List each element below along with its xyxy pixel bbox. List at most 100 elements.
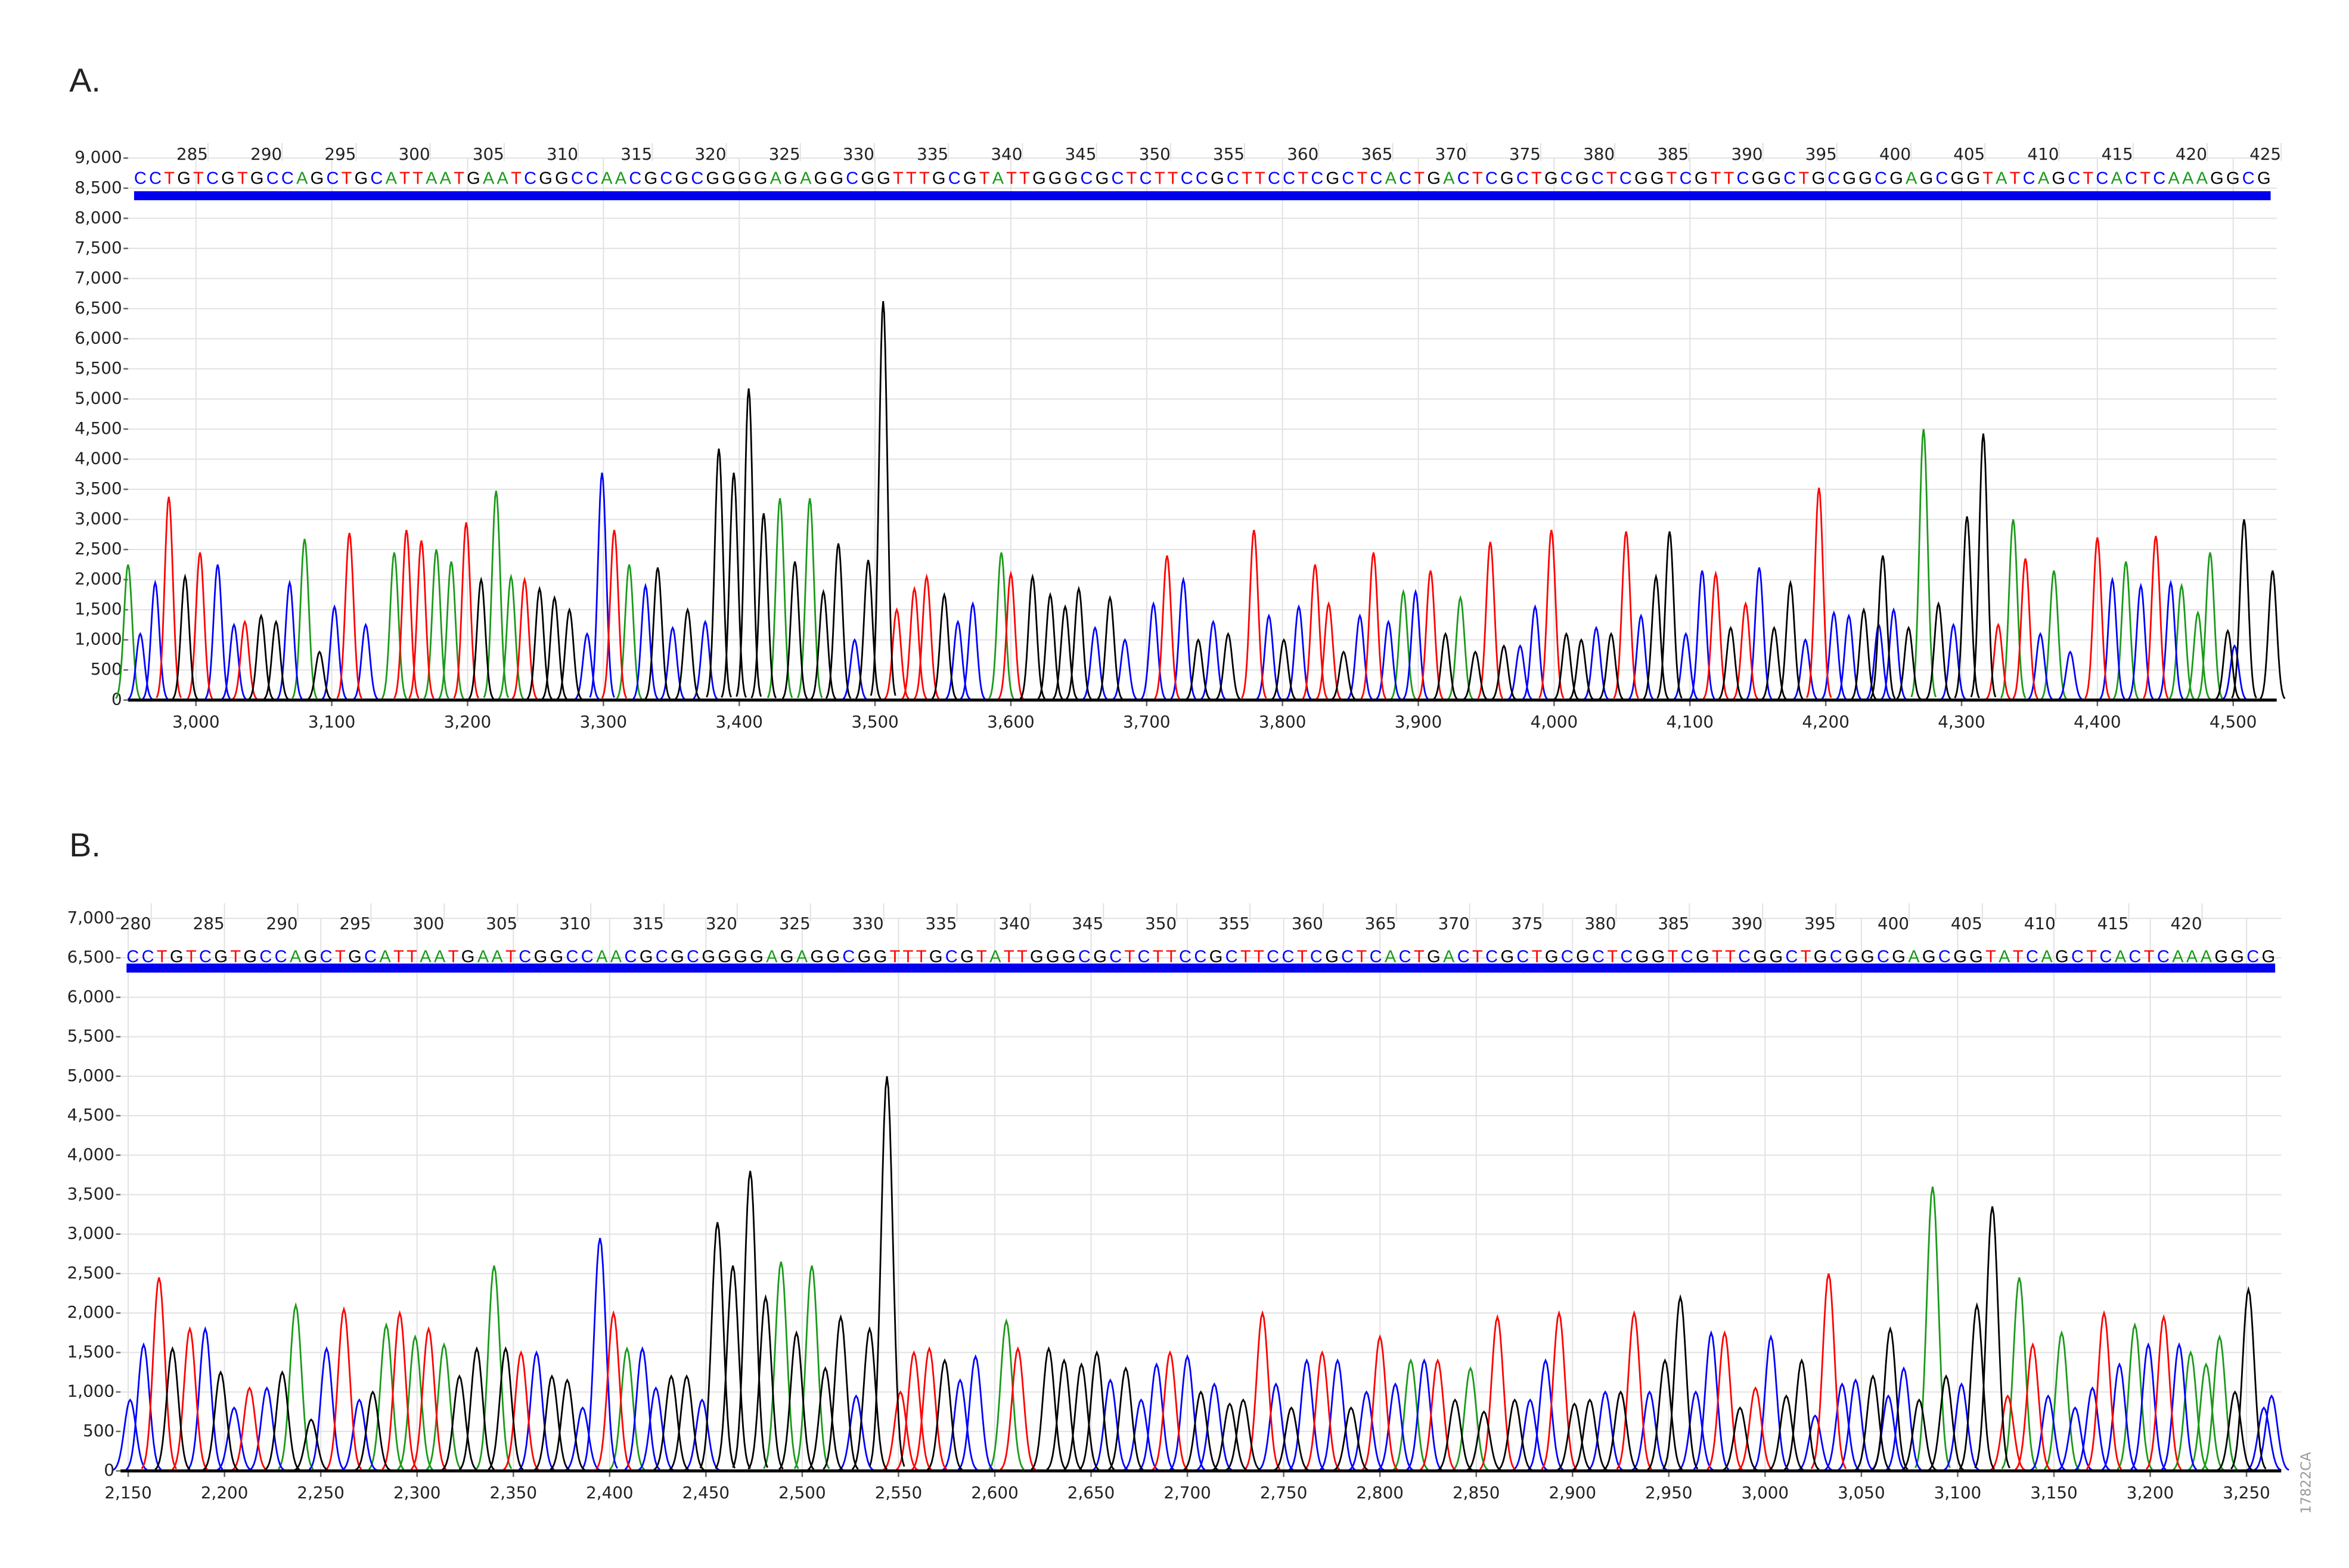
peak [488,1346,524,1470]
x-tick-label: 2,700 [1163,1483,1211,1502]
base-position-label: 380 [1583,144,1615,164]
x-tick-label: 3,200 [2127,1483,2174,1502]
base-position-label: 315 [632,914,664,933]
y-tick-label: 6,500 [75,298,122,318]
peak [644,567,671,699]
peak [2084,537,2111,699]
peak [1466,1410,1502,1471]
chart: B. 0 500 1,000 1,500 2,000 2,500 3,000 3,500 4,00… [67,827,2289,1502]
peak [692,619,718,700]
base-position-label: 410 [2024,914,2056,933]
peak [675,607,701,700]
peak [1689,570,1715,700]
peak [1901,1398,1937,1471]
peak [1097,595,1123,700]
peak [1432,632,1459,700]
base-position-label: 335 [926,914,957,933]
peak [884,607,910,700]
base-position-label: 330 [852,914,884,933]
base-position-label: 415 [2097,914,2129,933]
quality-bar [134,191,2271,200]
peak [277,579,303,700]
y-tick-label: 5,000 [67,1066,114,1085]
y-tick-label: 3,500 [75,479,122,498]
peak [1479,1314,1516,1470]
peak [931,592,957,700]
peak [2173,1350,2209,1470]
peak [699,1222,736,1469]
peak [1598,632,1624,700]
peak [1673,632,1699,700]
peak [1792,638,1819,700]
peak [293,1418,329,1471]
base-position-label: 335 [917,144,948,164]
peak [1656,531,1683,699]
peak [2221,644,2248,700]
y-tick-label: 7,000 [75,268,122,287]
peak [1583,626,1609,700]
peak [423,549,449,699]
peak [1553,632,1580,700]
peak [556,607,582,700]
peak [1331,650,1357,700]
peak [1824,1382,1860,1471]
peak [1761,626,1787,700]
peak [1706,1330,1743,1470]
panel-label: B. [69,827,100,864]
peak [1928,1374,1964,1471]
peak [1046,1358,1082,1471]
y-tick-label: 1,500 [75,599,122,619]
peak [1152,1350,1189,1470]
peak [747,1294,784,1470]
peak [2074,1386,2111,1471]
x-tick-label: 3,600 [987,712,1035,732]
peak [1079,1350,1115,1470]
peak [1662,1294,1699,1470]
peak [1587,1390,1624,1471]
y-tick-label: 7,500 [75,238,122,257]
peak [127,632,153,700]
peak [2161,1342,2198,1470]
base-position-label: 320 [706,914,737,933]
peak [1805,488,1832,698]
peak [660,626,685,700]
peak [519,1350,555,1470]
base-position-label: 425 [2249,144,2281,164]
peak [1616,1310,1652,1470]
base-position-label: 345 [1065,144,1097,164]
peak [2113,561,2139,699]
peak [438,561,464,699]
peak [1241,529,1267,699]
peak [1528,1358,1564,1471]
base-position-label: 290 [250,144,282,164]
peak [1628,613,1654,700]
peak [1453,1366,1489,1471]
peak [2015,1342,2051,1470]
peak [249,1386,285,1471]
peak [855,560,882,699]
peak [2231,519,2257,698]
y-tick-label: 2,500 [67,1263,114,1283]
peak [1643,573,1669,700]
y-tick-label: 2,000 [67,1302,114,1322]
x-tick-label: 3,500 [851,712,899,732]
base-position-label: 310 [559,914,591,933]
peak [1000,1346,1036,1470]
peak [2260,570,2286,700]
y-tick-label: 8,000 [75,207,122,227]
peak [221,622,247,700]
peak [1333,1406,1369,1471]
peak [1362,1334,1398,1470]
chart: A. 0 500 1,000 1,500 2,000 2,500 3,000 3,500 4,00… [69,62,2286,732]
peak [632,582,659,700]
y-tick-label: 9,000 [75,147,122,167]
peak [810,589,837,700]
peak [721,473,747,698]
peak [1154,555,1180,699]
x-tick-label: 2,750 [1260,1483,1308,1502]
x-tick-label: 3,900 [1395,712,1442,732]
peak [381,1310,418,1470]
peak [1974,1206,2010,1468]
